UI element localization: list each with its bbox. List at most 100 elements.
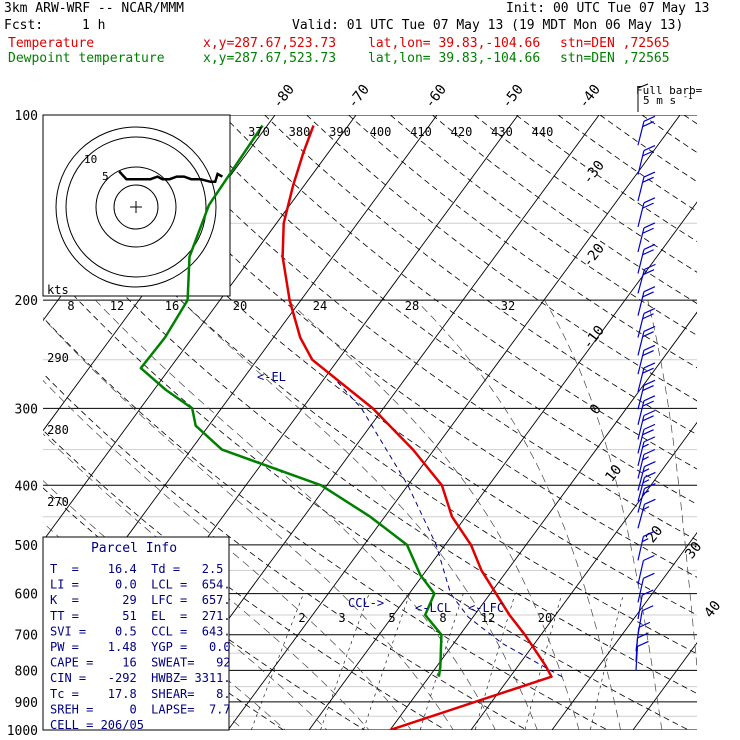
dry-adiabat	[180, 115, 697, 505]
theta-label: 280	[47, 423, 69, 437]
parcel-info-row: K = 29 LFC = 657.	[50, 593, 231, 607]
wind-barb	[637, 150, 645, 175]
dry-adiabat	[43, 261, 690, 730]
isotherm-label: 0	[587, 401, 605, 417]
valid-time: Valid: 01 UTC Tue 07 May 13 (19 MDT Mon …	[292, 18, 684, 33]
wind-barb-sample	[637, 83, 649, 89]
isotherm	[551, 531, 697, 730]
pressure-label: 600	[15, 588, 38, 603]
hodograph-speed-label: 28	[405, 299, 419, 313]
hodograph-ring	[95, 166, 177, 248]
wind-barb	[637, 536, 644, 561]
mixing-ratio-line	[363, 593, 410, 730]
wind-barb-flag	[644, 482, 656, 490]
wind-barb-flag	[642, 291, 654, 298]
wind-barb-flag	[642, 415, 654, 422]
dry-adiabat	[390, 115, 697, 336]
theta-e-label: 390	[329, 125, 351, 139]
hodograph-speed-label: 8	[67, 299, 74, 313]
wind-barb-flag	[643, 286, 656, 293]
fcst-label: Fcst:	[4, 18, 44, 33]
theta-e-label: 370	[248, 125, 270, 139]
pressure-label: 200	[15, 294, 38, 309]
init-time: Init: 00 UTC Tue 07 May 13	[506, 1, 710, 16]
dry-adiabat	[43, 546, 285, 730]
wind-barb-flag	[642, 385, 654, 392]
parcel-info-row: CELL = 206/05	[50, 718, 144, 732]
wind-barb-flag	[642, 456, 649, 461]
wind-barb-flag	[643, 395, 656, 402]
wind-barb-flag	[643, 115, 656, 122]
dewpoint-latlon: lat,lon= 39.83,-104.66	[368, 51, 541, 66]
wind-barb-flag	[642, 429, 654, 436]
parcel-info-row: PW = 1.48 YGP = 0.0	[50, 640, 231, 654]
wind-barb-flag	[642, 269, 655, 276]
isotherm-label: -30	[580, 158, 608, 188]
wind-barb	[637, 400, 645, 425]
wind-barb-flag	[643, 448, 656, 456]
moist-adiabat	[43, 380, 412, 730]
parcel-info-row: T = 16.4 Td = 2.5	[50, 562, 223, 576]
dry-adiabat	[43, 152, 697, 655]
dry-adiabat	[54, 115, 697, 616]
moist-adiabat	[43, 317, 454, 730]
wind-barb-flag	[643, 554, 655, 562]
wind-barb-flag	[637, 640, 649, 647]
hodograph-ring-label: 5	[102, 170, 109, 183]
dewpoint-legend: Dewpoint temperature	[8, 51, 165, 66]
dry-adiabat	[138, 115, 697, 541]
temperature-latlon: lat,lon= 39.83,-104.66	[368, 36, 541, 51]
dry-adiabat	[348, 115, 697, 369]
hodograph-ring	[113, 184, 159, 230]
isotherm-label: -60	[422, 82, 450, 112]
theta-e-label: 420	[451, 125, 473, 139]
wind-barb-flag	[643, 362, 656, 369]
wind-barb	[637, 415, 645, 440]
dry-adiabat	[96, 115, 697, 578]
isotherm	[632, 642, 697, 730]
wind-barb-flag	[644, 498, 656, 505]
hodograph-ring-label: 10	[84, 153, 97, 166]
wind-barb-flag	[641, 538, 649, 543]
dry-adiabat	[43, 316, 609, 730]
wind-barb-flag	[643, 197, 656, 204]
wind-barb-flag	[642, 202, 654, 209]
fcst-value: 1 h	[82, 18, 106, 33]
wind-barb-flag	[641, 589, 654, 596]
temperature-line	[281, 125, 553, 730]
dry-adiabat	[641, 115, 697, 153]
theta-e-label: 410	[410, 125, 432, 139]
wind-barb	[637, 313, 645, 338]
wind-barb-exponent: -1	[683, 92, 693, 101]
wind-barb-flag	[642, 479, 650, 484]
isotherm	[43, 115, 357, 542]
moist-adiabat	[95, 299, 496, 730]
hodograph-speed-label: 20	[233, 299, 247, 313]
wind-barb-flag	[643, 307, 656, 315]
wind-barb-title: Full barb=	[636, 84, 703, 97]
temperature-legend: Temperature	[8, 36, 95, 51]
theta-e-label: 400	[370, 125, 392, 139]
pressure-label: 700	[15, 629, 38, 644]
wind-barb-flag	[644, 471, 656, 479]
dry-adiabat	[43, 372, 528, 730]
wind-barb-flag	[642, 249, 654, 256]
dry-adiabat	[43, 207, 697, 694]
pressure-label: 100	[15, 109, 38, 124]
dry-adiabat	[474, 115, 697, 273]
wind-barb-flag	[643, 243, 656, 251]
hodograph-units: kts	[47, 283, 69, 297]
wind-barb-flag	[642, 443, 649, 448]
wind-barb-flag	[642, 331, 654, 338]
wind-barb-flag	[643, 423, 656, 430]
parcel-info-row: SREH = 0 LAPSE= 7.7	[50, 702, 231, 716]
isotherm-label: -40	[576, 82, 604, 112]
wind-barb	[637, 367, 645, 393]
isotherm-label: 40	[701, 598, 724, 621]
wind-barb-flag	[643, 171, 656, 178]
isotherm	[714, 115, 740, 730]
wind-barb	[637, 385, 645, 410]
wind-barb-flag	[643, 409, 656, 417]
model-title: 3km ARW-WRF -- NCAR/MMM	[4, 1, 185, 16]
